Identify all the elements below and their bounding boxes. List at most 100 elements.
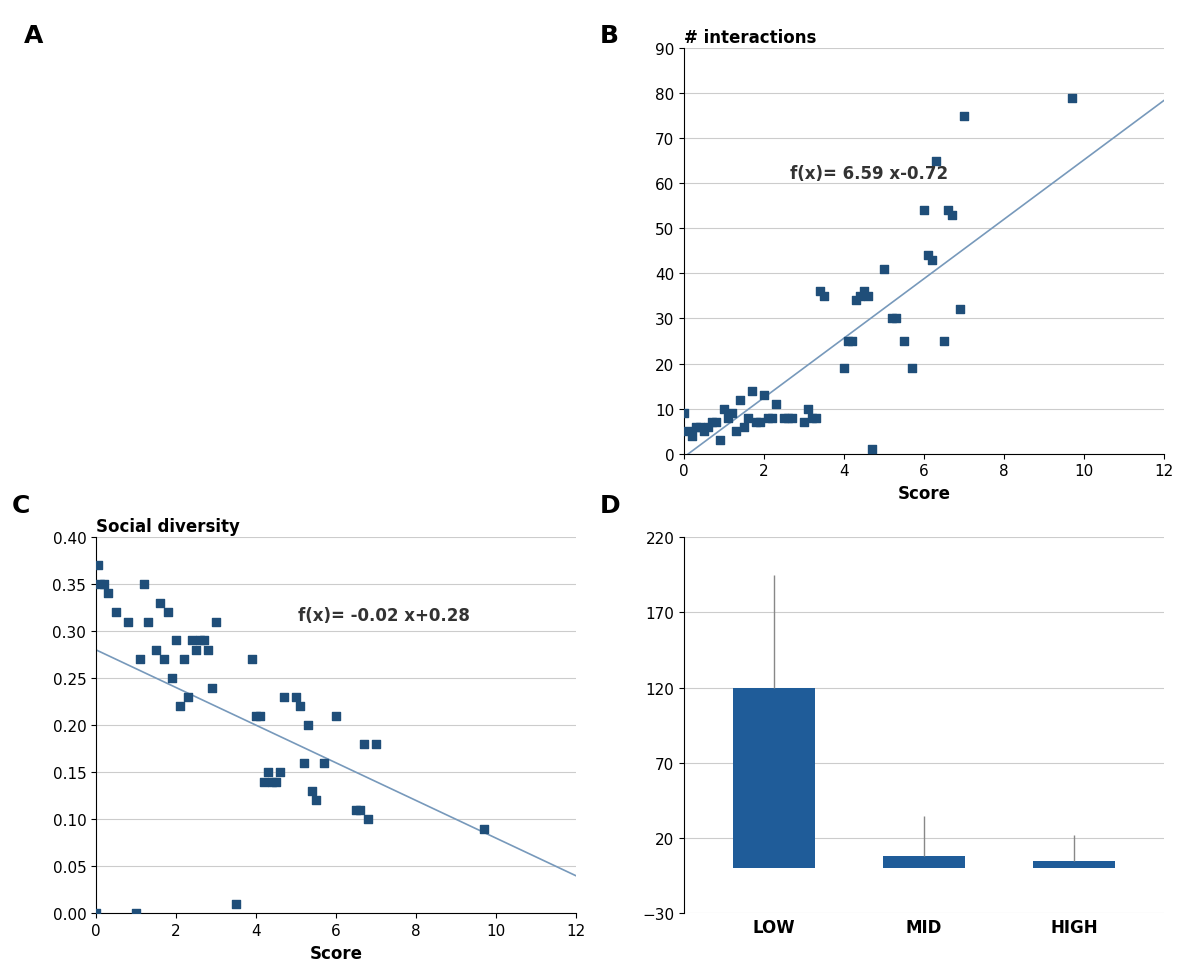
Point xyxy=(138,615,157,630)
Point xyxy=(695,424,714,440)
Point xyxy=(258,765,277,781)
Point xyxy=(851,289,870,305)
Point xyxy=(98,586,118,602)
Point xyxy=(299,717,318,733)
Point xyxy=(206,615,226,630)
Point xyxy=(686,419,706,435)
Point xyxy=(674,406,694,422)
Point xyxy=(690,419,709,435)
Point xyxy=(263,774,282,789)
Point xyxy=(131,652,150,667)
Point xyxy=(275,690,294,705)
Point xyxy=(887,312,906,327)
Point xyxy=(779,410,798,426)
Point xyxy=(750,415,769,431)
Point xyxy=(251,708,270,724)
Point xyxy=(774,410,793,426)
Point xyxy=(246,708,265,724)
Point xyxy=(842,334,862,350)
Point xyxy=(875,262,894,277)
Point xyxy=(798,402,817,417)
Point xyxy=(194,633,214,649)
Point xyxy=(294,755,313,771)
Point xyxy=(710,433,730,448)
Point xyxy=(942,208,961,224)
Point xyxy=(474,821,493,836)
Bar xyxy=(733,688,815,869)
Point xyxy=(954,108,973,124)
Point xyxy=(119,615,138,630)
Point xyxy=(854,284,874,300)
Point xyxy=(882,312,901,327)
Point xyxy=(158,605,178,620)
Point xyxy=(839,334,858,350)
Point xyxy=(326,708,346,724)
Point xyxy=(767,397,786,412)
Text: Social diversity: Social diversity xyxy=(96,518,240,535)
Point xyxy=(126,906,145,921)
Point xyxy=(726,424,745,440)
Point xyxy=(359,812,378,828)
Point xyxy=(314,755,334,771)
Point xyxy=(950,302,970,318)
Point xyxy=(714,402,733,417)
Point xyxy=(698,419,718,435)
Point xyxy=(270,765,289,781)
Text: f(x)= -0.02 x+0.28: f(x)= -0.02 x+0.28 xyxy=(298,606,469,624)
Point xyxy=(146,643,166,658)
Point xyxy=(287,690,306,705)
Point xyxy=(302,784,322,799)
Point xyxy=(191,633,210,649)
Point xyxy=(198,643,217,658)
Point xyxy=(702,415,721,431)
Point xyxy=(803,410,822,426)
Point xyxy=(902,361,922,376)
Point xyxy=(86,906,106,921)
Text: # interactions: # interactions xyxy=(684,29,816,47)
Point xyxy=(894,334,913,350)
Point xyxy=(347,802,366,818)
Point xyxy=(254,774,274,789)
Bar xyxy=(1033,861,1115,869)
Bar xyxy=(883,856,965,869)
Point xyxy=(182,633,202,649)
Point xyxy=(926,153,946,169)
Point xyxy=(186,643,205,658)
Point xyxy=(678,424,697,440)
Point xyxy=(683,429,702,445)
Point xyxy=(707,415,726,431)
Point xyxy=(782,410,802,426)
Point xyxy=(242,652,262,667)
Text: B: B xyxy=(600,24,619,49)
Point xyxy=(918,248,937,264)
Point xyxy=(834,361,853,376)
Point xyxy=(366,737,385,752)
Text: C: C xyxy=(12,493,30,518)
Point xyxy=(738,410,757,426)
Point xyxy=(719,410,738,426)
Point xyxy=(762,410,781,426)
Point xyxy=(170,699,190,714)
Point xyxy=(858,289,877,305)
Point xyxy=(758,410,778,426)
Point xyxy=(743,383,762,399)
Point xyxy=(722,406,742,422)
Point xyxy=(266,774,286,789)
Point xyxy=(162,670,181,686)
Point xyxy=(846,293,865,309)
Point xyxy=(155,652,174,667)
Point xyxy=(755,388,774,404)
Point xyxy=(1062,91,1081,106)
Point xyxy=(203,680,222,696)
Point xyxy=(174,652,193,667)
Point xyxy=(107,605,126,620)
Point xyxy=(89,558,108,573)
Point xyxy=(290,699,310,714)
Point xyxy=(923,253,942,269)
Text: A: A xyxy=(24,24,43,49)
Point xyxy=(815,289,834,305)
Point xyxy=(95,576,114,592)
Point xyxy=(863,442,882,457)
Point xyxy=(935,334,954,350)
Point xyxy=(306,793,325,809)
